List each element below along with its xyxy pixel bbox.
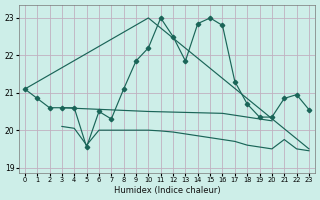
X-axis label: Humidex (Indice chaleur): Humidex (Indice chaleur)	[114, 186, 220, 195]
